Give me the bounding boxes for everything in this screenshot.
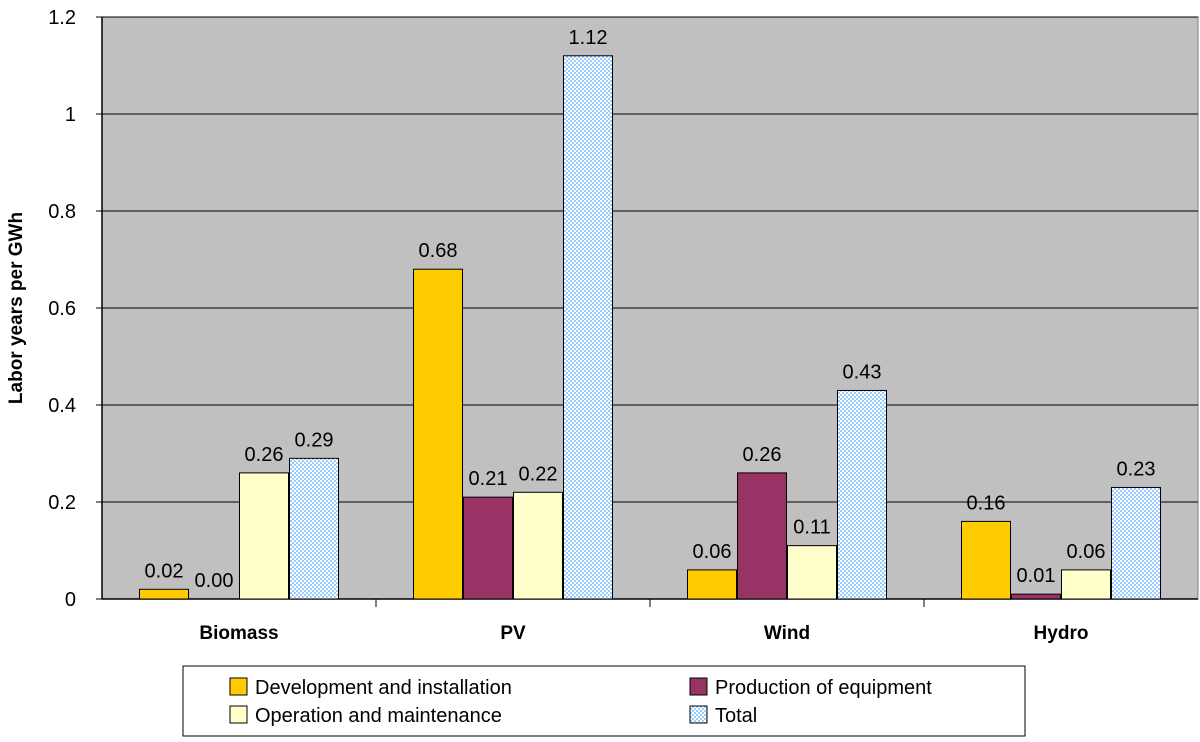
bar <box>413 268 463 600</box>
data-label: 1.12 <box>569 27 608 49</box>
bar <box>239 472 289 600</box>
y-tick-label: 0.6 <box>48 298 76 320</box>
data-label: 0.23 <box>1117 458 1156 480</box>
data-label: 0.22 <box>519 463 558 485</box>
data-label: 0.29 <box>295 429 334 451</box>
data-label: 0.11 <box>793 517 830 539</box>
y-tick-label: 1.2 <box>48 7 76 29</box>
bar <box>1061 569 1111 600</box>
y-tick-label: 0 <box>65 589 76 611</box>
legend-label: Production of equipment <box>715 677 932 699</box>
data-label: 0.68 <box>419 240 458 262</box>
legend-swatch <box>229 677 248 696</box>
bar <box>289 457 339 600</box>
bar <box>1011 593 1061 600</box>
bar <box>139 588 189 600</box>
legend-swatch <box>229 705 248 724</box>
data-label: 0.21 <box>469 468 508 490</box>
data-label: 0.00 <box>195 570 234 592</box>
data-label: 0.16 <box>967 492 1006 514</box>
legend-swatch <box>689 705 708 724</box>
data-label: 0.02 <box>145 560 184 582</box>
data-label: 0.26 <box>245 444 284 466</box>
bar <box>687 569 737 600</box>
bar <box>563 55 613 600</box>
y-tick-label: 1 <box>65 104 76 126</box>
bar <box>737 472 787 600</box>
x-tick-label: Wind <box>764 623 810 644</box>
legend-box <box>182 665 1026 737</box>
x-tick-label: Biomass <box>199 623 278 644</box>
bar <box>513 491 563 600</box>
data-label: 0.06 <box>693 541 732 563</box>
bar <box>961 520 1011 600</box>
bar <box>463 496 513 600</box>
y-axis-title: Labor years per GWh <box>6 212 27 404</box>
legend-label: Development and installation <box>255 677 512 699</box>
data-label: 0.43 <box>843 361 882 383</box>
legend-label: Operation and maintenance <box>255 705 502 727</box>
legend-label: Total <box>715 705 757 727</box>
x-tick-label: Hydro <box>1034 623 1089 644</box>
y-tick-label: 0.8 <box>48 201 76 223</box>
bar <box>1111 486 1161 600</box>
data-label: 0.06 <box>1067 541 1106 563</box>
data-label: 0.01 <box>1017 565 1056 587</box>
bar <box>787 545 837 600</box>
y-tick-label: 0.2 <box>48 492 76 514</box>
data-label: 0.26 <box>743 444 782 466</box>
y-tick-label: 0.4 <box>48 395 76 417</box>
x-tick-label: PV <box>500 623 526 644</box>
legend-swatch <box>689 677 708 696</box>
bar <box>837 389 887 600</box>
legend: Development and installation Production o… <box>182 665 1026 737</box>
